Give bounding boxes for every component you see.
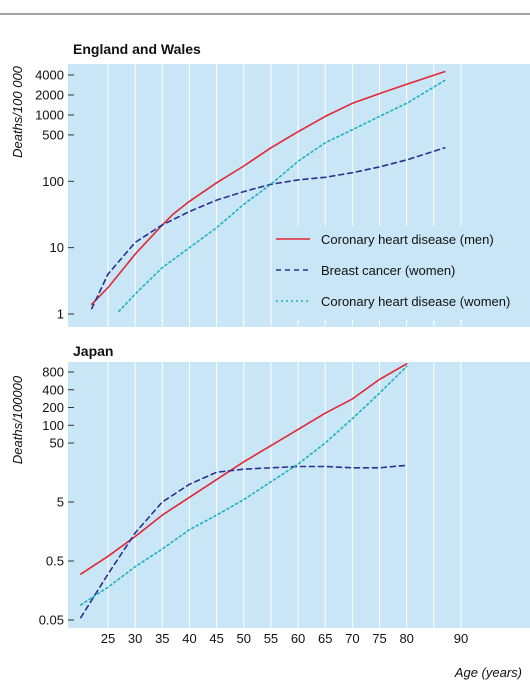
y-tick-label: 100 — [42, 174, 64, 189]
x-axis-label: Age (years) — [454, 665, 522, 680]
y-tick-label: 200 — [42, 400, 64, 415]
legend: Coronary heart disease (men) Breast canc… — [276, 226, 516, 320]
y-tick-label: 1000 — [35, 107, 64, 122]
x-tick-label: 55 — [264, 631, 278, 646]
x-tick-label: 90 — [454, 631, 468, 646]
y-tick-label: 5 — [57, 495, 64, 510]
y-tick-label: 4000 — [35, 68, 64, 83]
x-tick-label: 30 — [128, 631, 142, 646]
x-tick-label: 70 — [345, 631, 359, 646]
x-tick-label: 75 — [372, 631, 386, 646]
y-tick-label: 1 — [57, 307, 64, 322]
y-tick-label: 0.05 — [39, 613, 64, 628]
x-tick-label: 50 — [237, 631, 251, 646]
x-tick-label: 40 — [182, 631, 196, 646]
y-tick-label: 0.5 — [46, 554, 64, 569]
y-tick-label: 100 — [42, 418, 64, 433]
x-tick-label: 65 — [318, 631, 332, 646]
y-axis-label-japan: Deaths/100000 — [10, 375, 25, 464]
y-tick-label: 500 — [42, 127, 64, 142]
y-tick-label: 2000 — [35, 87, 64, 102]
x-tick-label: 25 — [101, 631, 115, 646]
y-tick-label: 400 — [42, 382, 64, 397]
x-tick-label: 60 — [291, 631, 305, 646]
x-tick-label: 45 — [209, 631, 223, 646]
y-axis-label-england-wales: Deaths/100 000 — [10, 65, 25, 158]
legend-label-breast-cancer: Breast cancer (women) — [321, 263, 455, 278]
y-tick-label: 800 — [42, 365, 64, 380]
x-tick-label: 35 — [155, 631, 169, 646]
x-tick-labels: 25 30 35 40 45 50 55 60 65 70 75 80 90 — [101, 631, 468, 646]
x-tick-label: 80 — [399, 631, 413, 646]
chart-title-japan: Japan — [73, 343, 113, 359]
chart-title-england-wales: England and Wales — [73, 41, 201, 57]
y-tick-label: 50 — [50, 436, 64, 451]
legend-label-chd-men: Coronary heart disease (men) — [321, 232, 494, 247]
legend-label-chd-women: Coronary heart disease (women) — [321, 294, 510, 309]
y-tick-label: 10 — [50, 240, 64, 255]
